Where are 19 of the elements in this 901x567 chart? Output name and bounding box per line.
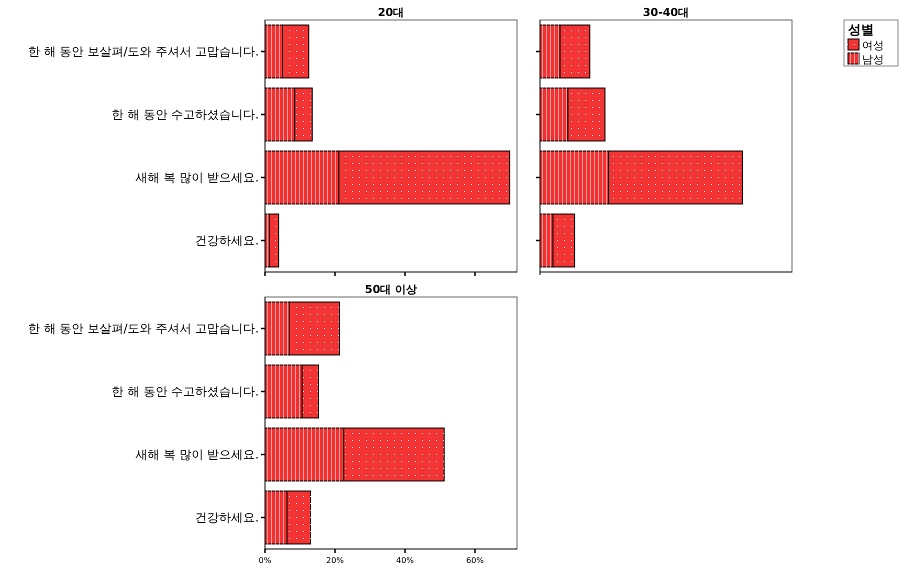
x-tick-label: 20% [326, 556, 344, 565]
y-tick-label: 건강하세요. [195, 510, 259, 525]
y-tick-label: 한 해 동안 보살펴/도와 주셔서 고맙습니다. [28, 44, 259, 59]
y-tick-label: 새해 복 많이 받으세요. [136, 448, 259, 462]
legend-title: 성별 [848, 23, 874, 38]
bar [269, 214, 280, 268]
x-tick-label: 40% [396, 556, 414, 565]
chart-title: 20대 [378, 6, 404, 19]
x-tick-label: 60% [466, 556, 484, 565]
x-tick-label: 0% [258, 556, 272, 565]
legend-label: 여성 [862, 39, 884, 52]
y-tick-label: 한 해 동안 수고하셨습니다. [112, 108, 259, 122]
chart-title: 50대 이상 [364, 283, 418, 296]
y-tick-label: 한 해 동안 수고하셨습니다. [112, 384, 259, 399]
chart-title: 30-40대 [642, 6, 690, 19]
legend-label: 남성 [862, 53, 884, 66]
y-tick-label: 건강하세요. [195, 234, 259, 248]
y-tick-label: 새해 복 많이 받으세요. [136, 170, 259, 185]
y-tick-label: 한 해 동안 보살펴/도와 주셔서 고맙습니다. [28, 322, 259, 336]
